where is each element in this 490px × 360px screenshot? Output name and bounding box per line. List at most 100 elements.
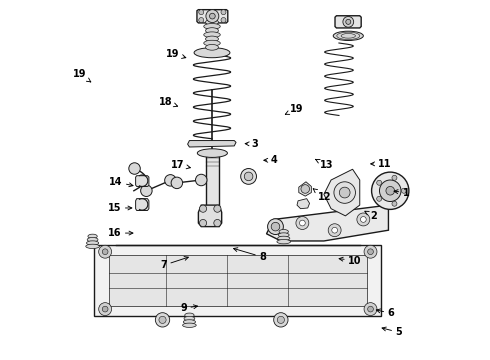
Polygon shape — [95, 244, 381, 316]
Circle shape — [274, 313, 288, 327]
Circle shape — [361, 217, 366, 222]
Polygon shape — [188, 140, 236, 147]
Ellipse shape — [204, 40, 221, 46]
Circle shape — [368, 249, 373, 255]
Text: 2: 2 — [365, 211, 376, 221]
Text: 12: 12 — [313, 189, 331, 202]
Circle shape — [102, 306, 108, 312]
Circle shape — [379, 180, 401, 202]
Circle shape — [334, 182, 355, 203]
Text: 16: 16 — [108, 228, 133, 238]
Circle shape — [214, 220, 221, 226]
Circle shape — [199, 10, 204, 15]
Circle shape — [214, 205, 221, 212]
Text: 5: 5 — [382, 327, 402, 337]
Text: 14: 14 — [109, 177, 133, 187]
Circle shape — [199, 18, 204, 23]
Ellipse shape — [183, 323, 196, 327]
Circle shape — [301, 185, 310, 193]
Circle shape — [392, 175, 397, 180]
Polygon shape — [198, 205, 221, 226]
Circle shape — [210, 13, 215, 19]
Ellipse shape — [86, 244, 99, 248]
Text: 17: 17 — [171, 160, 191, 170]
Polygon shape — [335, 16, 361, 28]
Text: 8: 8 — [234, 248, 266, 262]
Circle shape — [199, 205, 207, 212]
Circle shape — [357, 213, 370, 226]
Circle shape — [98, 245, 112, 258]
Ellipse shape — [277, 239, 291, 244]
Text: 19: 19 — [166, 49, 186, 59]
Circle shape — [171, 177, 183, 189]
Circle shape — [98, 303, 112, 316]
Text: 11: 11 — [371, 159, 391, 169]
Circle shape — [141, 185, 152, 197]
Circle shape — [377, 180, 382, 185]
Text: 7: 7 — [160, 257, 188, 270]
Ellipse shape — [205, 28, 219, 33]
Text: 13: 13 — [316, 159, 333, 170]
Text: 15: 15 — [108, 203, 132, 213]
Circle shape — [199, 220, 207, 226]
Circle shape — [165, 175, 176, 186]
Circle shape — [339, 187, 350, 198]
Circle shape — [343, 17, 354, 27]
Polygon shape — [324, 169, 360, 216]
Ellipse shape — [279, 229, 289, 234]
Ellipse shape — [197, 149, 227, 157]
Polygon shape — [109, 255, 367, 306]
Text: 6: 6 — [376, 309, 394, 318]
Circle shape — [129, 163, 140, 174]
Circle shape — [364, 245, 377, 258]
Polygon shape — [197, 10, 228, 23]
Ellipse shape — [278, 233, 289, 237]
Text: 4: 4 — [264, 155, 277, 165]
Text: 3: 3 — [245, 139, 258, 149]
Circle shape — [386, 186, 394, 195]
Circle shape — [328, 224, 341, 237]
Circle shape — [392, 201, 397, 206]
Polygon shape — [267, 205, 389, 241]
Circle shape — [155, 313, 170, 327]
Circle shape — [364, 303, 377, 316]
Text: 19: 19 — [285, 104, 303, 114]
Circle shape — [401, 188, 406, 193]
Circle shape — [346, 19, 351, 24]
Circle shape — [332, 227, 338, 233]
Ellipse shape — [87, 241, 98, 245]
Circle shape — [277, 316, 285, 323]
Circle shape — [368, 306, 373, 312]
Circle shape — [159, 316, 166, 323]
Polygon shape — [136, 199, 149, 211]
Circle shape — [221, 18, 226, 23]
Circle shape — [296, 217, 309, 229]
Ellipse shape — [88, 234, 97, 238]
Circle shape — [377, 196, 382, 201]
Circle shape — [221, 10, 226, 15]
Circle shape — [206, 10, 219, 23]
Ellipse shape — [185, 313, 194, 318]
Polygon shape — [299, 182, 311, 196]
Text: 9: 9 — [180, 303, 197, 314]
Ellipse shape — [194, 48, 230, 58]
Ellipse shape — [205, 36, 219, 42]
Circle shape — [271, 222, 280, 231]
Ellipse shape — [205, 44, 219, 50]
Text: 18: 18 — [159, 97, 177, 107]
Ellipse shape — [278, 236, 290, 240]
Ellipse shape — [183, 320, 196, 324]
Circle shape — [241, 168, 256, 184]
Text: 19: 19 — [73, 69, 91, 82]
Polygon shape — [136, 176, 149, 186]
Circle shape — [196, 174, 207, 186]
Ellipse shape — [205, 19, 219, 25]
Ellipse shape — [204, 23, 221, 29]
Circle shape — [102, 249, 108, 255]
Circle shape — [268, 219, 283, 234]
Ellipse shape — [87, 238, 98, 242]
Bar — [205, 155, 219, 207]
Text: 1: 1 — [394, 188, 410, 198]
Ellipse shape — [204, 32, 221, 38]
Circle shape — [245, 172, 253, 181]
